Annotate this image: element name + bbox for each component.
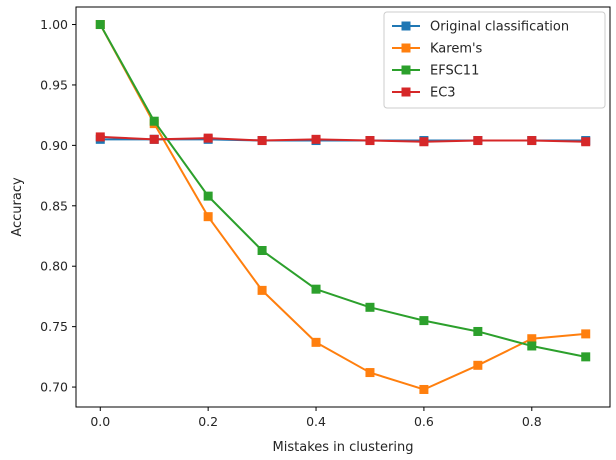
y-tick-label: 0.95 — [40, 77, 68, 92]
data-point — [581, 137, 591, 147]
legend: Original classification Karem's EFSC11 EC3 — [383, 11, 606, 109]
data-point — [257, 285, 267, 295]
legend-swatch-marker — [401, 65, 411, 75]
legend-swatch-marker — [401, 43, 411, 53]
data-point — [473, 326, 483, 336]
series-line-karem-s — [99, 24, 586, 391]
series-layer — [95, 20, 591, 394]
data-point — [365, 136, 375, 146]
data-point — [311, 134, 321, 144]
data-point — [95, 132, 105, 142]
data-point — [527, 334, 537, 344]
data-point — [473, 136, 483, 146]
series-line-efsc11 — [99, 24, 586, 358]
data-point — [203, 133, 213, 143]
data-point — [365, 302, 375, 312]
plot-frame — [75, 6, 611, 408]
data-point — [311, 284, 321, 294]
y-tick-label: 0.70 — [40, 380, 68, 395]
x-tick-label: 0.6 — [414, 414, 434, 429]
x-tick-label: 0.8 — [522, 414, 542, 429]
y-tick-label: 1.00 — [40, 17, 68, 32]
y-tick-label: 0.85 — [40, 198, 68, 213]
data-point — [527, 341, 537, 351]
data-point — [311, 337, 321, 347]
data-point — [95, 20, 105, 30]
x-axis-label: Mistakes in clustering — [273, 440, 414, 455]
legend-item: Karem's — [392, 42, 483, 57]
legend-swatch-marker — [401, 87, 411, 97]
data-point — [203, 191, 213, 201]
data-point — [257, 136, 267, 146]
data-point — [581, 329, 591, 339]
data-point — [257, 246, 267, 256]
legend-item: EC3 — [392, 86, 456, 101]
data-point — [419, 137, 429, 147]
legend-item: Original classification — [392, 20, 569, 35]
y-tick-label: 0.90 — [40, 138, 68, 153]
series-efsc11 — [95, 20, 591, 362]
x-axis: 0.0 0.2 0.4 0.6 0.8 — [90, 407, 542, 429]
data-point — [365, 368, 375, 378]
data-point — [203, 212, 213, 222]
legend-label: EFSC11 — [430, 64, 479, 79]
data-point — [473, 360, 483, 370]
series-line-ec3 — [100, 135, 586, 143]
data-point — [419, 316, 429, 326]
x-tick-label: 0.0 — [90, 414, 110, 429]
y-axis-label: Accuracy — [10, 177, 25, 237]
data-point — [527, 136, 537, 146]
data-point — [149, 134, 159, 144]
y-axis: 0.70 0.75 0.80 0.85 0.90 0.95 1.00 — [40, 17, 76, 395]
legend-label: Karem's — [430, 42, 483, 57]
legend-box — [383, 11, 606, 109]
y-tick-label: 0.80 — [40, 259, 68, 274]
data-point — [581, 352, 591, 362]
legend-label: EC3 — [430, 86, 456, 101]
data-point — [419, 384, 429, 394]
legend-item: EFSC11 — [392, 64, 479, 79]
legend-swatch-marker — [401, 21, 411, 31]
series-ec3 — [95, 132, 591, 147]
legend-label: Original classification — [430, 20, 569, 35]
data-point — [149, 116, 159, 126]
x-tick-label: 0.4 — [306, 414, 326, 429]
x-tick-label: 0.2 — [198, 414, 218, 429]
y-tick-label: 0.75 — [40, 319, 68, 334]
